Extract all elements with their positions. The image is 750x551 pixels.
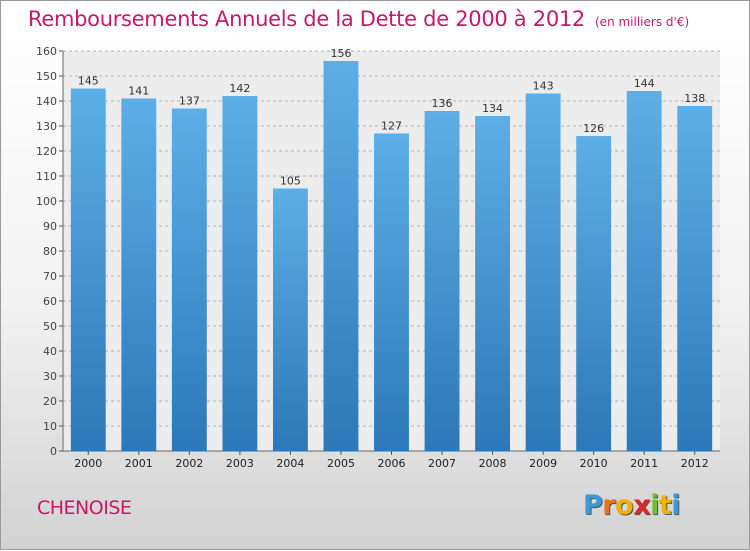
chart-subtitle: (en milliers d'€) bbox=[595, 15, 690, 29]
x-tick-label: 2007 bbox=[428, 457, 456, 470]
bar bbox=[374, 133, 409, 451]
data-label: 127 bbox=[381, 120, 402, 133]
chart-title-text: Remboursements Annuels de la Dette de 20… bbox=[28, 7, 585, 31]
y-tick-label: 130 bbox=[36, 120, 57, 133]
y-tick-label: 120 bbox=[36, 145, 57, 158]
x-tick-label: 2012 bbox=[681, 457, 709, 470]
logo-letter: P bbox=[583, 490, 603, 521]
logo-letter: t bbox=[658, 490, 672, 521]
proxiti-logo: Proxiti bbox=[583, 490, 681, 521]
y-tick-label: 10 bbox=[43, 420, 57, 433]
y-tick-label: 40 bbox=[43, 345, 57, 358]
place-name: CHENOISE bbox=[37, 497, 132, 519]
bar bbox=[272, 188, 308, 451]
data-label: 136 bbox=[432, 97, 453, 110]
x-tick-label: 2004 bbox=[276, 457, 304, 470]
y-tick-label: 160 bbox=[36, 45, 57, 58]
y-tick-label: 70 bbox=[43, 270, 57, 283]
bar bbox=[677, 106, 713, 451]
y-tick-label: 80 bbox=[43, 245, 57, 258]
x-tick-label: 2008 bbox=[479, 457, 507, 470]
data-label: 143 bbox=[533, 80, 554, 93]
bar bbox=[222, 96, 258, 451]
data-label: 141 bbox=[128, 85, 149, 98]
x-tick-label: 2005 bbox=[327, 457, 355, 470]
y-tick-label: 110 bbox=[36, 170, 57, 183]
logo-letter: x bbox=[633, 490, 651, 521]
x-tick-label: 2002 bbox=[175, 457, 203, 470]
x-tick-label: 2000 bbox=[74, 457, 102, 470]
bar bbox=[525, 93, 561, 451]
data-label: 105 bbox=[280, 175, 301, 188]
logo-letter: r bbox=[602, 490, 616, 521]
logo-letter: i bbox=[671, 490, 681, 521]
data-label: 142 bbox=[229, 82, 250, 95]
y-tick-label: 100 bbox=[36, 195, 57, 208]
bar bbox=[576, 136, 612, 451]
data-label: 138 bbox=[684, 92, 705, 105]
y-tick-label: 150 bbox=[36, 70, 57, 83]
logo-letter: o bbox=[615, 490, 634, 521]
y-tick-label: 90 bbox=[43, 220, 57, 233]
bar bbox=[475, 116, 511, 451]
y-tick-label: 60 bbox=[43, 295, 57, 308]
x-tick-label: 2001 bbox=[125, 457, 153, 470]
data-label: 145 bbox=[78, 75, 99, 88]
y-tick-label: 30 bbox=[43, 370, 57, 383]
bar bbox=[424, 111, 460, 451]
y-tick-label: 0 bbox=[50, 445, 57, 458]
x-tick-label: 2006 bbox=[378, 457, 406, 470]
data-label: 144 bbox=[634, 77, 655, 90]
y-tick-label: 140 bbox=[36, 95, 57, 108]
logo-letter: i bbox=[650, 490, 659, 521]
data-label: 134 bbox=[482, 102, 503, 115]
bar bbox=[171, 108, 207, 451]
x-tick-label: 2011 bbox=[630, 457, 658, 470]
bar bbox=[70, 88, 106, 451]
x-tick-label: 2003 bbox=[226, 457, 254, 470]
bar bbox=[121, 98, 157, 451]
y-tick-label: 50 bbox=[43, 320, 57, 333]
y-tick-label: 20 bbox=[43, 395, 57, 408]
data-label: 126 bbox=[583, 122, 604, 135]
chart-title: Remboursements Annuels de la Dette de 20… bbox=[28, 7, 689, 31]
x-tick-label: 2010 bbox=[580, 457, 608, 470]
data-label: 156 bbox=[330, 47, 351, 60]
x-tick-label: 2009 bbox=[529, 457, 557, 470]
bar bbox=[323, 61, 359, 451]
bar bbox=[626, 91, 662, 451]
data-label: 137 bbox=[179, 95, 200, 108]
